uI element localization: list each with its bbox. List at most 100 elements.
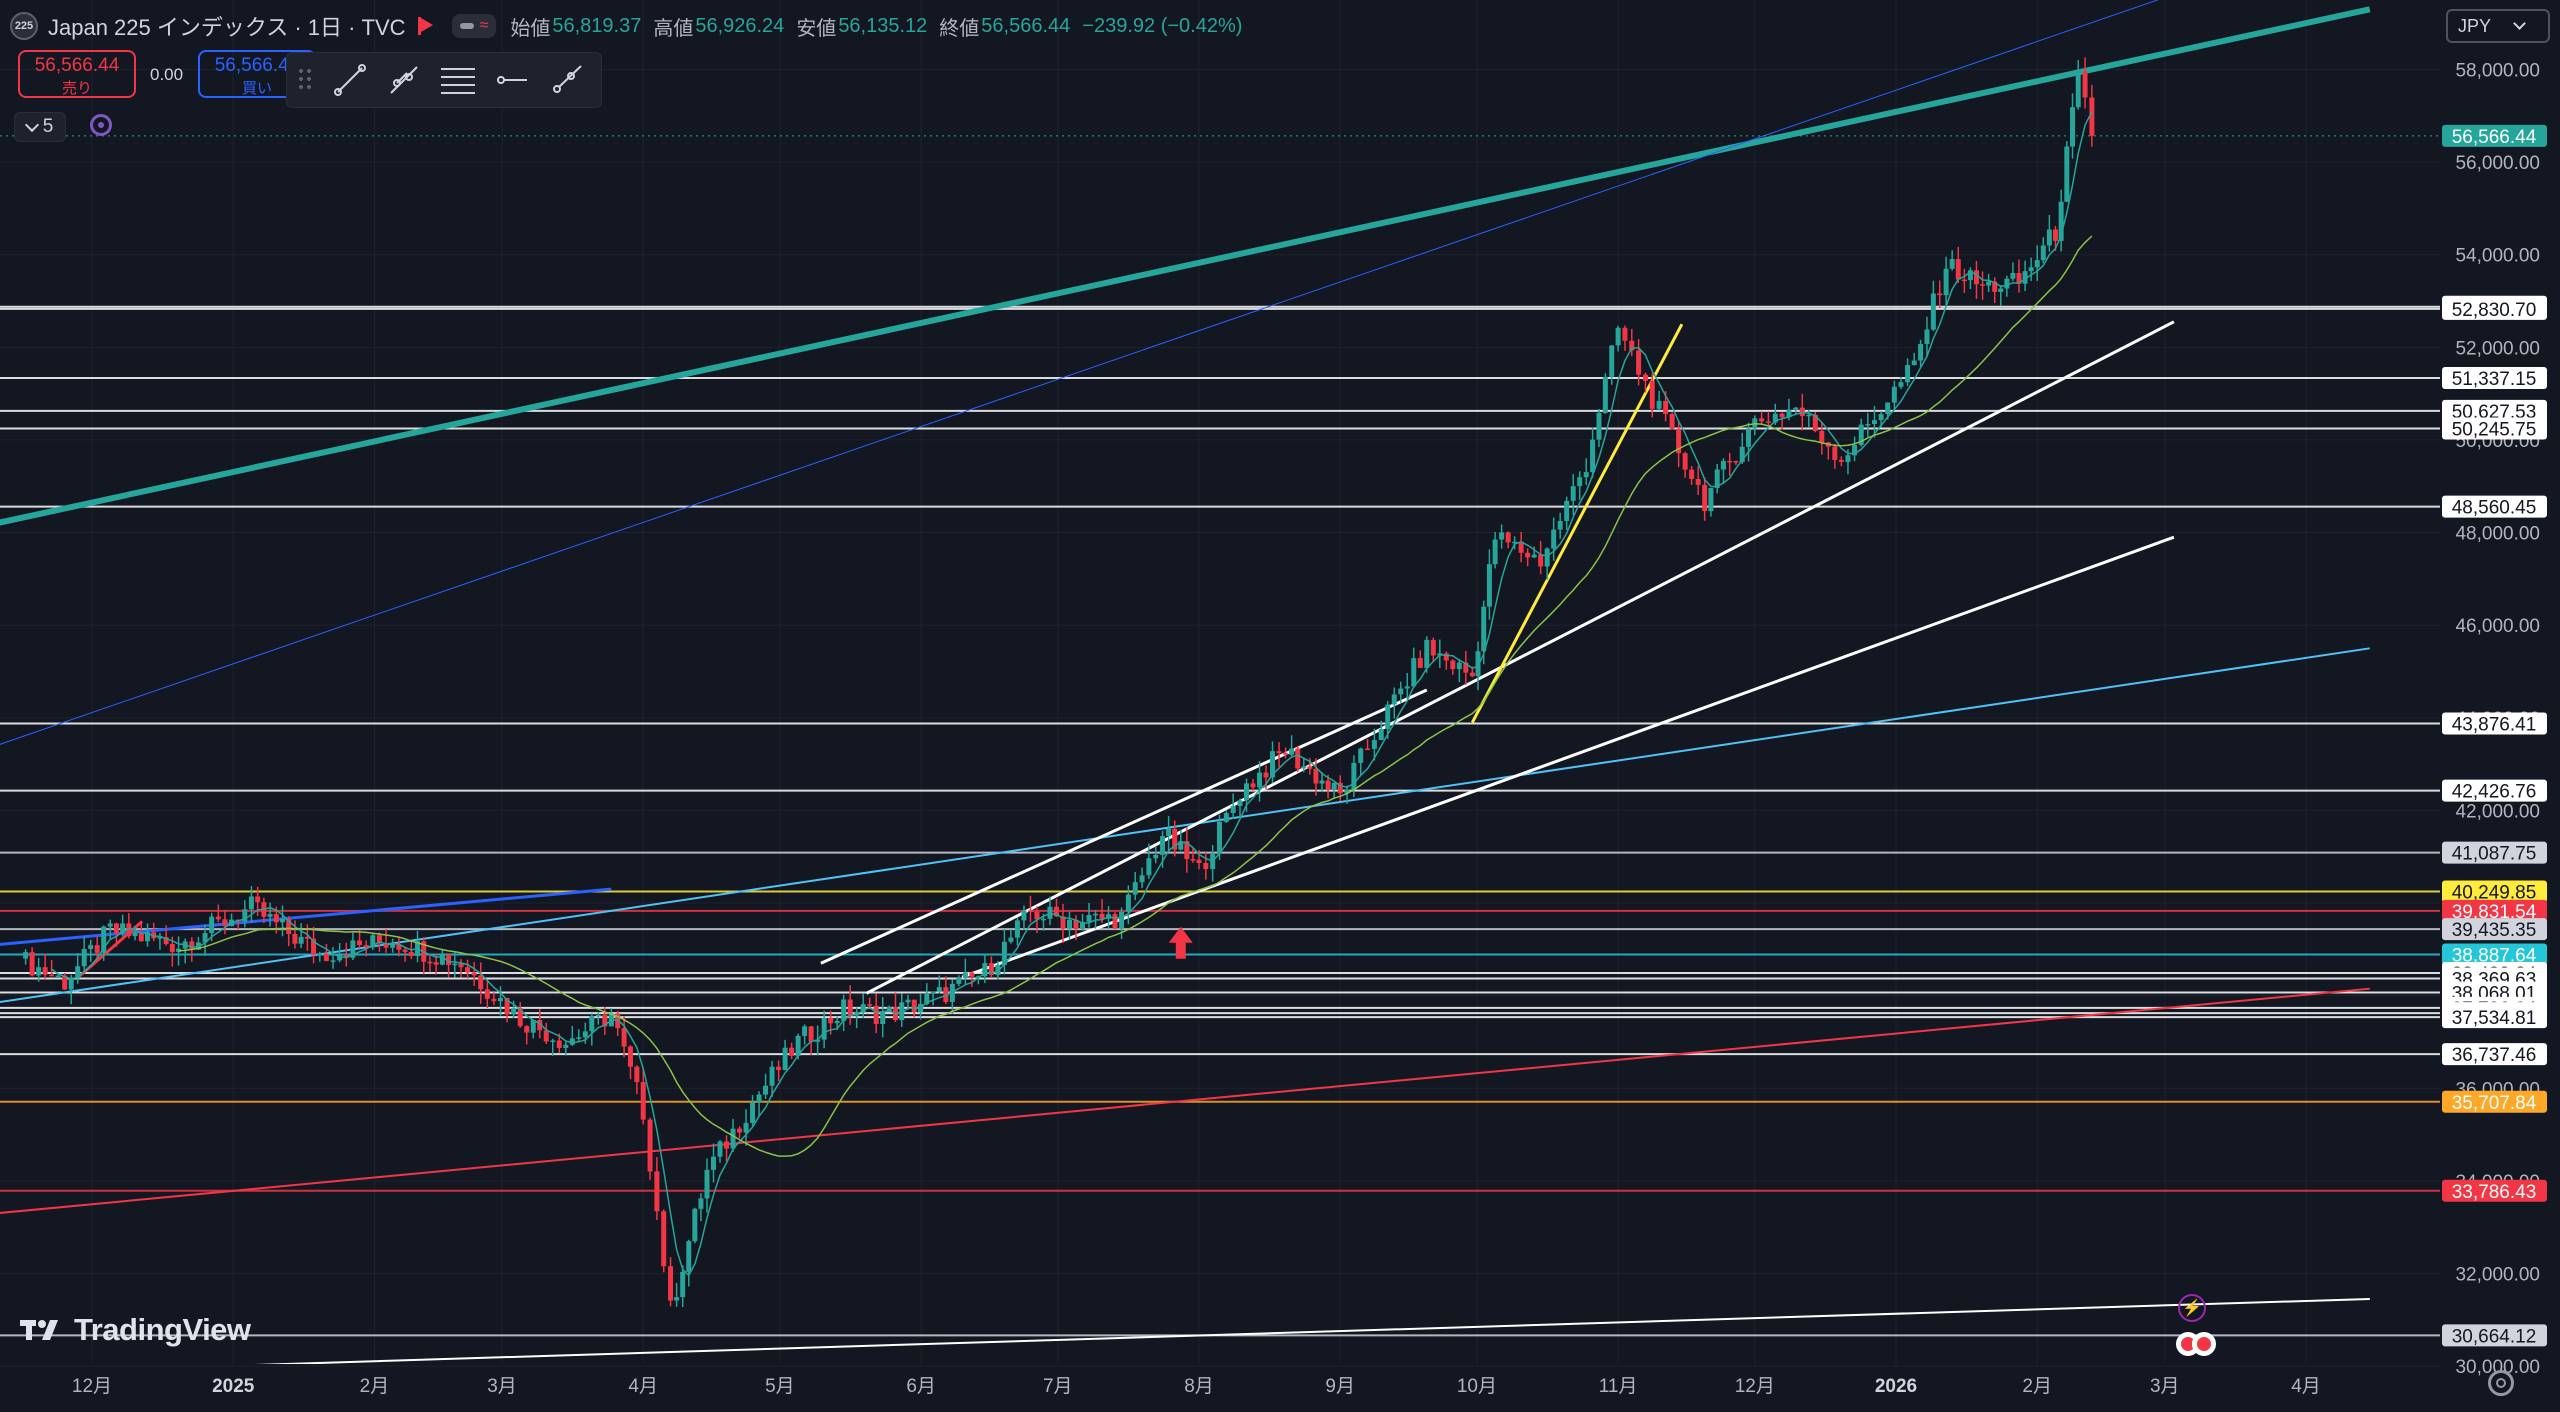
candle-body	[1733, 461, 1739, 463]
time-axis[interactable]: 12月 2025 2月 3月 4月 5月 6月 7月 8月 9月 10月 11月 12月 2026 2月 3月…	[72, 1376, 2321, 1397]
trendline[interactable]	[0, 887, 612, 946]
candle-body	[1891, 386, 1897, 403]
candle-body	[189, 941, 195, 950]
trendline[interactable]	[1471, 323, 1684, 724]
time-tick: 9月	[1325, 1376, 1355, 1397]
tradingview-logo[interactable]: TradingView	[20, 1312, 251, 1348]
candle-body	[750, 1102, 756, 1123]
candle-body	[491, 998, 497, 1002]
trendline[interactable]	[820, 688, 1428, 965]
price-label[interactable]: 43,876.41	[2452, 715, 2537, 736]
candle-body	[1858, 424, 1864, 445]
pitchfork-tool-button[interactable]	[377, 53, 431, 107]
candle-body	[776, 1066, 782, 1071]
candle-body	[2010, 273, 2016, 279]
candle-body	[1119, 911, 1125, 929]
candle-body	[569, 1038, 575, 1045]
trendline[interactable]	[0, 6, 2371, 526]
drag-handle-icon[interactable]	[297, 67, 313, 93]
candle-body	[1590, 439, 1596, 473]
candle-body	[357, 940, 363, 946]
price-axis[interactable]: 30,000.0032,000.0034,000.0036,000.0038,0…	[2442, 60, 2547, 1378]
candle-body	[1073, 919, 1079, 930]
price-label[interactable]: 36,737.46	[2452, 1045, 2537, 1066]
events-icon[interactable]	[2176, 1332, 2218, 1356]
sell-button[interactable]: 56,566.44 売り	[18, 50, 136, 98]
candle-body	[1629, 340, 1635, 351]
price-label[interactable]: 42,426.76	[2452, 782, 2537, 803]
price-label[interactable]: 51,337.15	[2452, 369, 2537, 390]
candle-body	[1244, 783, 1250, 801]
lightning-icon[interactable]: ⚡	[2178, 1294, 2206, 1322]
low-value: 56,135.12	[838, 14, 928, 37]
symbol-header: 225 Japan 225 インデックス · 1日 · TVC ≈ 始値 56,8…	[10, 10, 1242, 42]
symbol-icon[interactable]: 225	[10, 12, 38, 40]
candle-body	[982, 963, 988, 977]
candle-body	[81, 948, 87, 967]
symbol-title[interactable]: Japan 225 インデックス · 1日 · TVC	[48, 15, 406, 40]
candle-body	[1577, 477, 1583, 487]
candle-body	[1806, 414, 1812, 417]
price-label[interactable]: 56,566.44	[2452, 127, 2537, 148]
candle-body	[1649, 380, 1655, 409]
price-label[interactable]: 41,087.75	[2452, 844, 2537, 865]
price-label-bg	[2442, 880, 2547, 903]
price-label[interactable]: 40,249.85	[2452, 882, 2537, 903]
candle-body	[674, 1297, 680, 1301]
price-label-bg	[2442, 495, 2547, 518]
arrow-up-marker[interactable]	[1168, 926, 1193, 959]
candle-body	[988, 963, 994, 976]
candle-body	[126, 923, 132, 937]
candle-body	[169, 944, 175, 952]
price-label[interactable]: 35,707.84	[2452, 1093, 2537, 1114]
trendline[interactable]	[0, 987, 2370, 1214]
trendline[interactable]	[865, 320, 2175, 995]
candle-body	[350, 940, 356, 958]
sync-icon[interactable]	[90, 114, 112, 136]
candle-body	[661, 1211, 667, 1267]
price-label[interactable]: 38,887.64	[2452, 946, 2537, 967]
open-value: 56,819.37	[552, 14, 642, 37]
flag-icon[interactable]	[417, 17, 433, 35]
candle-body	[1475, 651, 1481, 677]
trendline[interactable]	[0, 1297, 2370, 1373]
candle-body	[1746, 428, 1752, 447]
trendline-icon	[334, 64, 366, 96]
price-label[interactable]: 52,830.70	[2452, 300, 2537, 321]
candle-body	[1845, 455, 1851, 462]
time-tick: 2025	[212, 1376, 255, 1397]
candle-body	[698, 1198, 704, 1209]
fib-tool-button[interactable]	[431, 53, 485, 107]
ray-tool-button[interactable]	[539, 53, 593, 107]
trendline-tool-button[interactable]	[323, 53, 377, 107]
candle-body	[113, 923, 119, 934]
candle-body	[1160, 836, 1166, 855]
currency-select[interactable]: JPY	[2446, 9, 2550, 43]
price-label[interactable]: 48,560.45	[2452, 498, 2537, 519]
gear-icon[interactable]	[2488, 1370, 2514, 1396]
candle-body	[396, 944, 402, 950]
candle-body	[1424, 639, 1430, 668]
price-tick: 52,000.00	[2455, 338, 2540, 359]
candle-body	[376, 935, 382, 944]
indicator-toggle[interactable]: ≈	[451, 14, 497, 38]
candle-body	[1283, 753, 1289, 755]
price-label-bg	[2442, 943, 2547, 966]
price-label[interactable]: 33,786.43	[2452, 1182, 2537, 1203]
buy-button[interactable]: 56,566.44 買い	[198, 50, 316, 98]
price-label[interactable]: 30,664.12	[2452, 1326, 2537, 1347]
time-tick: 12月	[72, 1376, 112, 1397]
candle-body	[433, 962, 439, 965]
candle-body	[94, 945, 100, 953]
horizontal-ray-tool-button[interactable]	[485, 53, 539, 107]
price-label[interactable]: 39,435.35	[2452, 920, 2537, 941]
candle-body	[847, 999, 853, 1016]
trendline[interactable]	[961, 535, 2175, 979]
price-label[interactable]: 37,534.81	[2452, 1008, 2537, 1029]
candle-body	[1289, 748, 1295, 755]
price-label[interactable]: 39,831.54	[2452, 902, 2537, 923]
trendline[interactable]	[0, 0, 2251, 746]
price-label[interactable]: 50,245.75	[2452, 420, 2537, 441]
indicators-toggle[interactable]: 5	[14, 112, 66, 142]
